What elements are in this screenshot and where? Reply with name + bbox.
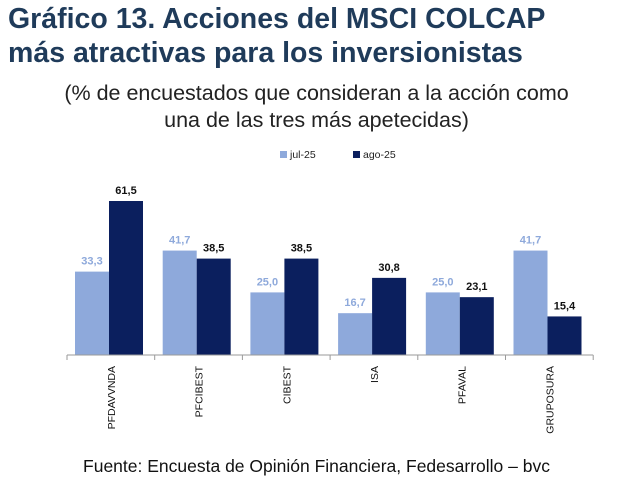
data-label-ago-25-GRUPOSURA: 15,4 (554, 300, 576, 312)
bar-jul-25-GRUPOSURA (513, 250, 548, 355)
data-label-ago-25-ISA: 30,8 (378, 262, 399, 274)
category-label-CIBEST: CIBEST (281, 365, 293, 404)
source-note: Fuente: Encuesta de Opinión Financiera, … (83, 456, 550, 476)
data-label-jul-25-PFCIBEST: 41,7 (169, 235, 190, 247)
bar-ago-25-CIBEST (284, 258, 319, 355)
subtitle-line-2: una de las tres más apetecidas) (164, 108, 469, 132)
data-label-ago-25-PFCIBEST: 38,5 (203, 243, 224, 255)
bar-ago-25-PFCIBEST (196, 258, 231, 355)
category-label-GRUPOSURA: GRUPOSURA (544, 366, 556, 434)
category-label-PFAVAL: PFAVAL (457, 366, 469, 404)
subtitle-line-1: (% de encuestados que consideran a la ac… (64, 81, 569, 105)
bar-jul-25-ISA (338, 313, 373, 355)
data-label-jul-25-PFDAVVNDA: 33,3 (81, 256, 102, 268)
category-label-ISA: ISA (369, 366, 381, 383)
category-label-PFDAVVNDA: PFDAVVNDA (106, 366, 118, 429)
title-line-2: más atractivas para los inversionistas (8, 37, 523, 69)
bar-jul-25-PFDAVVNDA (75, 271, 109, 355)
bar-jul-25-CIBEST (250, 292, 285, 355)
bar-ago-25-GRUPOSURA (547, 316, 582, 355)
chart-subtitle: (% de encuestados que consideran a la ac… (0, 80, 633, 134)
data-label-ago-25-PFAVAL: 23,1 (466, 281, 487, 293)
legend-swatch-jul-25 (280, 151, 287, 158)
data-label-jul-25-GRUPOSURA: 41,7 (520, 235, 541, 247)
legend-label-jul-25: jul-25 (289, 149, 316, 161)
bar-ago-25-ISA (372, 277, 407, 355)
data-label-jul-25-ISA: 16,7 (344, 297, 365, 309)
category-label-PFCIBEST: PFCIBEST (194, 365, 206, 417)
data-label-jul-25-PFAVAL: 25,0 (432, 276, 453, 288)
data-label-ago-25-PFDAVVNDA: 61,5 (115, 185, 136, 197)
chart-title: Gráfico 13. Acciones del MSCI COLCAP más… (8, 2, 628, 70)
bar-jul-25-PFCIBEST (162, 250, 197, 355)
bar-ago-25-PFDAVVNDA (109, 201, 143, 355)
bar-jul-25-PFAVAL (425, 292, 460, 355)
legend-label-ago-25: ago-25 (363, 149, 396, 161)
title-line-1: Gráfico 13. Acciones del MSCI COLCAP (8, 3, 546, 35)
data-label-jul-25-CIBEST: 25,0 (257, 276, 278, 288)
legend-swatch-ago-25 (353, 151, 360, 158)
data-label-ago-25-CIBEST: 38,5 (291, 243, 312, 255)
bar-ago-25-PFAVAL (459, 297, 494, 355)
